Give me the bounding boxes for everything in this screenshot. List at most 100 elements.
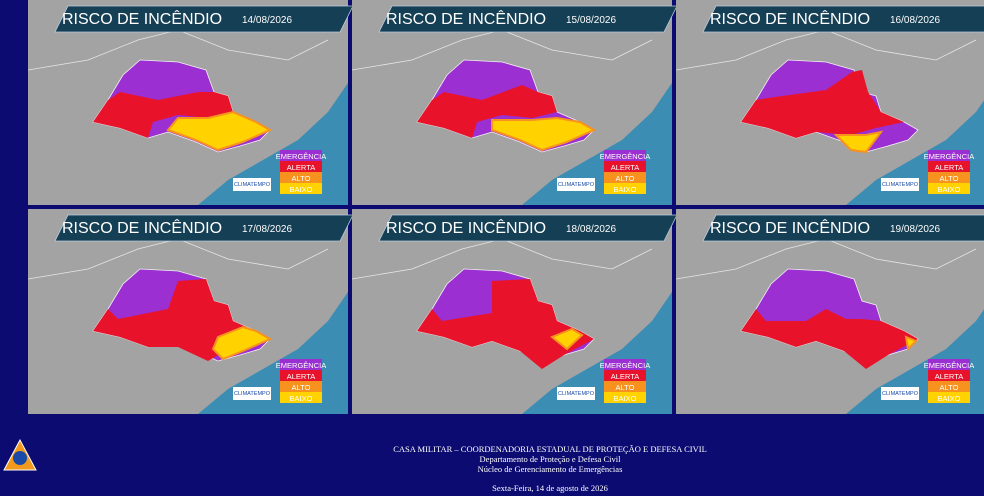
legend-label: ALTO [292, 383, 311, 392]
panel-title: RISCO DE INCÊNDIO [710, 9, 870, 28]
map-panel: RISCO DE INCÊNDIO 14/08/2026 EMERGÊNCIA ALE… [28, 0, 354, 205]
legend-label: ALTO [940, 174, 959, 183]
legend-swatch [604, 392, 646, 403]
footer-line: Departamento de Proteção e Defesa Civil [480, 454, 622, 464]
legend-swatch [928, 370, 970, 381]
panel-date: 17/08/2026 [242, 224, 292, 235]
header-bar [54, 214, 354, 242]
legend-swatch [928, 392, 970, 403]
logo-emblem [13, 451, 27, 465]
legend-swatch [928, 150, 970, 161]
legend-label: ALERTA [935, 372, 963, 381]
legend-label: EMERGÊNCIA [600, 152, 650, 161]
panel-title: RISCO DE INCÊNDIO [710, 218, 870, 237]
panel-title: RISCO DE INCÊNDIO [62, 9, 222, 28]
region-alto-baixo [904, 335, 918, 352]
legend-label: EMERGÊNCIA [276, 152, 326, 161]
panel-title: RISCO DE INCÊNDIO [386, 218, 546, 237]
legend-swatch [604, 183, 646, 194]
legend-swatch [280, 161, 322, 172]
legend-swatch [604, 370, 646, 381]
legend-swatch [280, 359, 322, 370]
header-bar [378, 214, 678, 242]
legend-label: ALTO [292, 174, 311, 183]
footer: CASA MILITAR – COORDENADORIA ESTADUAL DE… [3, 438, 707, 493]
legend-label: ALERTA [935, 163, 963, 172]
legend-swatch [604, 161, 646, 172]
region-alerta [93, 92, 233, 138]
legend-label: ALERTA [611, 372, 639, 381]
region-alerta [741, 309, 918, 369]
legend-label: BAIXO [938, 394, 961, 403]
region-alto-baixo [833, 130, 884, 154]
legend-label: EMERGÊNCIA [276, 361, 326, 370]
legend-label: BAIXO [614, 185, 637, 194]
legend-swatch [928, 172, 970, 183]
legend-label: BAIXO [290, 185, 313, 194]
region-alerta [417, 85, 557, 138]
legend-swatch [604, 150, 646, 161]
legend-swatch [280, 381, 322, 392]
panel-title: RISCO DE INCÊNDIO [62, 218, 222, 237]
panel-date: 18/08/2026 [566, 224, 616, 235]
panel-date: 15/08/2026 [566, 15, 616, 26]
brand: CLIMATEMPO [882, 391, 919, 397]
brand-box [557, 178, 595, 191]
legend-label: BAIXO [938, 185, 961, 194]
footer-date: Sexta-Feira, 14 de agosto de 2026 [492, 483, 608, 493]
panel-date: 16/08/2026 [890, 15, 940, 26]
brand: CLIMATEMPO [558, 182, 595, 188]
region-alerta [741, 70, 904, 138]
legend-label: EMERGÊNCIA [924, 152, 974, 161]
brand: CLIMATEMPO [558, 391, 595, 397]
legend-swatch [604, 359, 646, 370]
legend-swatch [928, 183, 970, 194]
legend-label: ALTO [940, 383, 959, 392]
legend-label: ALERTA [287, 163, 315, 172]
header-bar [54, 5, 354, 33]
legend-swatch [928, 359, 970, 370]
map-panel: RISCO DE INCÊNDIO 16/08/2026 EMERGÊNCIA ALE… [676, 0, 984, 205]
legend-label: ALERTA [287, 372, 315, 381]
panel-title: RISCO DE INCÊNDIO [386, 9, 546, 28]
header-bar [378, 5, 678, 33]
legend-swatch [280, 172, 322, 183]
legend-label: ALTO [616, 174, 635, 183]
legend-label: ALERTA [611, 163, 639, 172]
brand-box [233, 387, 271, 400]
legend-swatch [280, 150, 322, 161]
brand-box [881, 387, 919, 400]
legend-swatch [280, 392, 322, 403]
header-bar [702, 214, 984, 242]
footer-line: Núcleo de Gerenciamento de Emergências [478, 464, 623, 474]
brand: CLIMATEMPO [234, 391, 271, 397]
footer-line: CASA MILITAR – COORDENADORIA ESTADUAL DE… [393, 444, 707, 454]
legend-label: ALTO [616, 383, 635, 392]
legend-swatch [928, 161, 970, 172]
legend-swatch [604, 381, 646, 392]
map-panel: RISCO DE INCÊNDIO 17/08/2026 EMERGÊNCIA ALE… [28, 209, 354, 414]
region-alerta [93, 279, 256, 361]
region-alerta [417, 279, 594, 369]
panel-date: 19/08/2026 [890, 224, 940, 235]
legend-label: EMERGÊNCIA [600, 361, 650, 370]
legend-swatch [280, 183, 322, 194]
region-alto-baixo [491, 116, 597, 152]
region-alto-baixo [211, 325, 273, 361]
legend-swatch [280, 370, 322, 381]
legend-label: BAIXO [290, 394, 313, 403]
region-alto-baixo [550, 327, 584, 351]
map-panel: RISCO DE INCÊNDIO 19/08/2026 EMERGÊNCIA ALE… [676, 209, 984, 414]
region-alto-baixo [166, 110, 273, 152]
header-bar [702, 5, 984, 33]
brand: CLIMATEMPO [234, 182, 271, 188]
map-panel: RISCO DE INCÊNDIO 18/08/2026 EMERGÊNCIA ALE… [352, 209, 678, 414]
brand-box [881, 178, 919, 191]
legend-swatch [928, 381, 970, 392]
legend-label: BAIXO [614, 394, 637, 403]
brand-box [233, 178, 271, 191]
map [28, 209, 348, 414]
map-panel: RISCO DE INCÊNDIO 15/08/2026 EMERGÊNCIA ALE… [352, 0, 678, 205]
map [676, 0, 984, 205]
